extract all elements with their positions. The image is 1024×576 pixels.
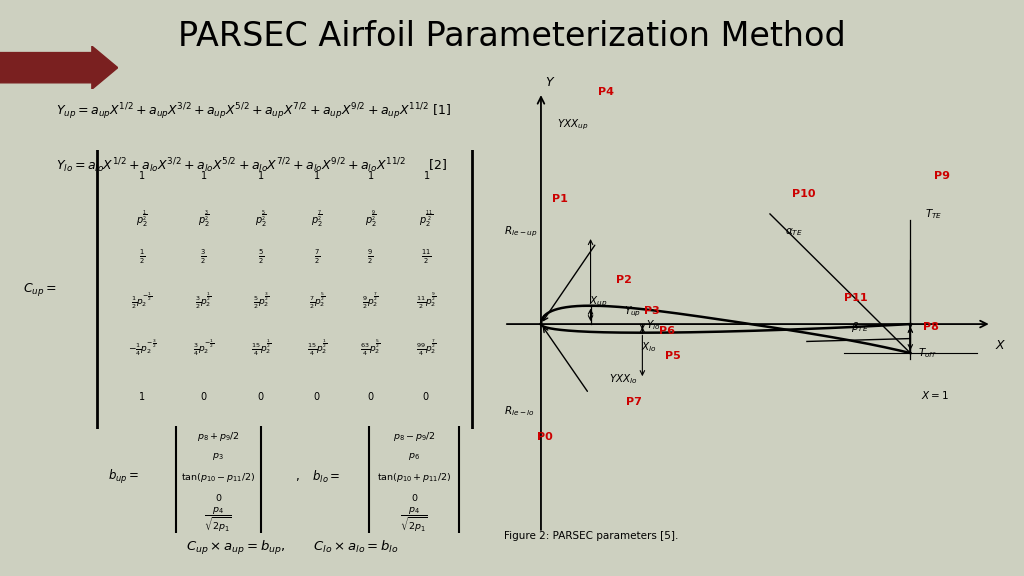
Text: $Y$: $Y$ bbox=[545, 77, 555, 89]
Text: P9: P9 bbox=[934, 171, 950, 181]
Text: P7: P7 bbox=[626, 397, 642, 407]
Text: $\dfrac{p_4}{\sqrt{2p_1}}$: $\dfrac{p_4}{\sqrt{2p_1}}$ bbox=[205, 506, 232, 535]
Text: $p_2^{\frac{1}{2}}$: $p_2^{\frac{1}{2}}$ bbox=[136, 208, 147, 229]
Text: P10: P10 bbox=[793, 188, 816, 199]
Text: $Y_{lo} = a_{lo}X^{1/2} + a_{lo}X^{3/2} + a_{lo}X^{5/2} + a_{lo}X^{7/2} + a_{lo}: $Y_{lo} = a_{lo}X^{1/2} + a_{lo}X^{3/2} … bbox=[56, 157, 447, 175]
Text: $-\frac{1}{4}p_2^{-\frac{3}{2}}$: $-\frac{1}{4}p_2^{-\frac{3}{2}}$ bbox=[128, 338, 157, 358]
Text: $,\quad b_{lo} =$: $,\quad b_{lo} =$ bbox=[295, 469, 340, 486]
Text: $R_{le-up}$: $R_{le-up}$ bbox=[504, 225, 538, 239]
Text: $0$: $0$ bbox=[367, 389, 375, 401]
Text: $\frac{9}{2}p_2^{\frac{7}{2}}$: $\frac{9}{2}p_2^{\frac{7}{2}}$ bbox=[362, 290, 379, 311]
Text: $p_2^{\frac{9}{2}}$: $p_2^{\frac{9}{2}}$ bbox=[365, 208, 377, 229]
Text: $\frac{15}{4}p_2^{\frac{1}{2}}$: $\frac{15}{4}p_2^{\frac{1}{2}}$ bbox=[306, 338, 327, 358]
Text: $1$: $1$ bbox=[200, 169, 207, 181]
Text: $R_{le-lo}$: $R_{le-lo}$ bbox=[504, 404, 535, 418]
Text: $YXX_{up}$: $YXX_{up}$ bbox=[557, 118, 589, 132]
Text: $\frac{3}{2}p_2^{\frac{1}{2}}$: $\frac{3}{2}p_2^{\frac{1}{2}}$ bbox=[196, 290, 212, 311]
Text: $Y_{up}$: $Y_{up}$ bbox=[624, 304, 641, 319]
Text: $\frac{9}{2}$: $\frac{9}{2}$ bbox=[368, 248, 374, 267]
Text: $X = 1$: $X = 1$ bbox=[922, 389, 949, 401]
Text: $\frac{3}{4}p_2^{-\frac{1}{2}}$: $\frac{3}{4}p_2^{-\frac{1}{2}}$ bbox=[193, 338, 214, 358]
Text: P0: P0 bbox=[538, 432, 553, 442]
Text: $\frac{15}{4}p_2^{\frac{1}{2}}$: $\frac{15}{4}p_2^{\frac{1}{2}}$ bbox=[251, 338, 271, 358]
Text: Figure 2: PARSEC parameters [5].: Figure 2: PARSEC parameters [5]. bbox=[504, 530, 679, 540]
Text: $1$: $1$ bbox=[423, 169, 430, 181]
Text: $T_{off}$: $T_{off}$ bbox=[918, 346, 937, 360]
Text: P4: P4 bbox=[598, 87, 614, 97]
Text: $1$: $1$ bbox=[367, 169, 374, 181]
Text: $1$: $1$ bbox=[138, 169, 145, 181]
Text: $C_{up} \times a_{up} = b_{up}, \qquad C_{lo} \times a_{lo} = b_{lo}$: $C_{up} \times a_{up} = b_{up}, \qquad C… bbox=[185, 539, 398, 557]
Text: $\tan(p_{10} - p_{11}/2)$: $\tan(p_{10} - p_{11}/2)$ bbox=[181, 471, 255, 484]
Text: $b_{up} =$: $b_{up} =$ bbox=[109, 468, 139, 486]
Text: $p_3$: $p_3$ bbox=[212, 450, 224, 461]
Text: $0$: $0$ bbox=[423, 389, 430, 401]
Text: $C_{up} =$: $C_{up} =$ bbox=[23, 281, 57, 298]
Text: $X_{lo}$: $X_{lo}$ bbox=[641, 340, 656, 354]
Text: P5: P5 bbox=[665, 351, 680, 361]
Text: $\frac{5}{2}p_2^{\frac{3}{2}}$: $\frac{5}{2}p_2^{\frac{3}{2}}$ bbox=[253, 290, 269, 311]
Text: $p_2^{\frac{7}{2}}$: $p_2^{\frac{7}{2}}$ bbox=[311, 208, 323, 229]
Text: $Y_{lo}$: $Y_{lo}$ bbox=[646, 318, 660, 332]
Text: $p_2^{\frac{3}{2}}$: $p_2^{\frac{3}{2}}$ bbox=[198, 208, 209, 229]
Text: $p_8 - p_9/2$: $p_8 - p_9/2$ bbox=[393, 430, 435, 444]
Text: $\frac{11}{2}$: $\frac{11}{2}$ bbox=[421, 248, 431, 267]
Text: $1$: $1$ bbox=[138, 389, 145, 401]
Text: $YXX_{lo}$: $YXX_{lo}$ bbox=[609, 372, 638, 386]
Text: PARSEC Airfoil Parameterization Method: PARSEC Airfoil Parameterization Method bbox=[178, 20, 846, 53]
Text: $X_{up}$: $X_{up}$ bbox=[589, 294, 607, 309]
Text: P11: P11 bbox=[844, 293, 867, 303]
Text: P6: P6 bbox=[659, 326, 675, 336]
Text: $\dfrac{p_4}{\sqrt{2p_1}}$: $\dfrac{p_4}{\sqrt{2p_1}}$ bbox=[400, 506, 428, 535]
Text: $\frac{7}{2}p_2^{\frac{5}{2}}$: $\frac{7}{2}p_2^{\frac{5}{2}}$ bbox=[308, 290, 325, 311]
Text: P1: P1 bbox=[552, 194, 568, 204]
Text: $\frac{11}{2}p_2^{\frac{9}{2}}$: $\frac{11}{2}p_2^{\frac{9}{2}}$ bbox=[416, 290, 436, 311]
Text: $1$: $1$ bbox=[257, 169, 265, 181]
Text: $0$: $0$ bbox=[215, 492, 222, 503]
Text: $\tan(p_{10} + p_{11}/2)$: $\tan(p_{10} + p_{11}/2)$ bbox=[377, 471, 452, 484]
Text: $\alpha_{TE}$: $\alpha_{TE}$ bbox=[784, 226, 803, 238]
Text: $0$: $0$ bbox=[257, 389, 265, 401]
Text: $\frac{63}{4}p_2^{\frac{5}{2}}$: $\frac{63}{4}p_2^{\frac{5}{2}}$ bbox=[360, 338, 381, 358]
Text: $\frac{99}{4}p_2^{\frac{7}{2}}$: $\frac{99}{4}p_2^{\frac{7}{2}}$ bbox=[416, 338, 436, 358]
Text: $p_8 + p_9/2$: $p_8 + p_9/2$ bbox=[197, 430, 240, 444]
Text: P8: P8 bbox=[924, 322, 939, 332]
Text: $p_6$: $p_6$ bbox=[409, 450, 420, 461]
Text: $1$: $1$ bbox=[313, 169, 321, 181]
Text: $0$: $0$ bbox=[200, 389, 207, 401]
Text: $0$: $0$ bbox=[411, 492, 418, 503]
Text: $0$: $0$ bbox=[313, 389, 321, 401]
Text: $\beta_{TE}$: $\beta_{TE}$ bbox=[851, 320, 869, 334]
Text: $\frac{5}{2}$: $\frac{5}{2}$ bbox=[258, 248, 264, 267]
Text: $p_2^{\frac{5}{2}}$: $p_2^{\frac{5}{2}}$ bbox=[255, 208, 267, 229]
Polygon shape bbox=[0, 46, 118, 89]
Text: $\frac{1}{2}p_2^{-\frac{1}{2}}$: $\frac{1}{2}p_2^{-\frac{1}{2}}$ bbox=[131, 290, 153, 311]
Text: P3: P3 bbox=[644, 306, 659, 316]
Text: $T_{TE}$: $T_{TE}$ bbox=[925, 207, 942, 221]
Text: $\frac{1}{2}$: $\frac{1}{2}$ bbox=[139, 248, 145, 267]
Text: $X$: $X$ bbox=[995, 339, 1007, 351]
Text: $Y_{up} = a_{up}X^{1/2} + a_{up}X^{3/2} + a_{up}X^{5/2} + a_{up}X^{7/2} + a_{up}: $Y_{up} = a_{up}X^{1/2} + a_{up}X^{3/2} … bbox=[56, 101, 451, 122]
Text: $p_2^{\frac{11}{2}}$: $p_2^{\frac{11}{2}}$ bbox=[419, 208, 433, 229]
Text: $\frac{7}{2}$: $\frac{7}{2}$ bbox=[313, 248, 319, 267]
Text: P2: P2 bbox=[616, 275, 632, 286]
Text: $\frac{3}{2}$: $\frac{3}{2}$ bbox=[201, 248, 207, 267]
